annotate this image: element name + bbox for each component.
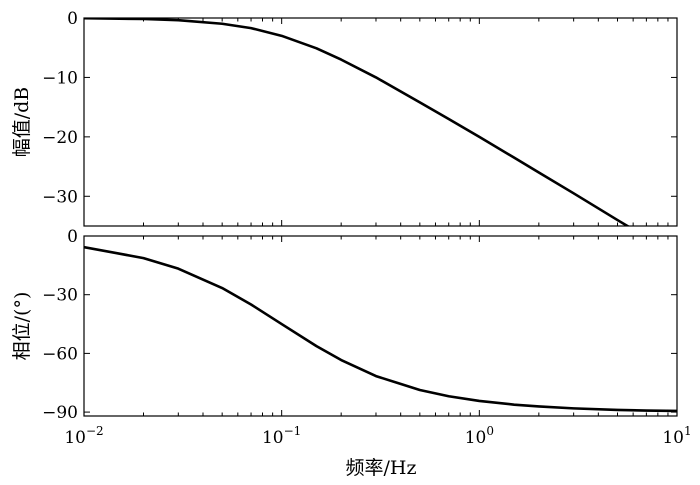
x-tick-label: 10−2 [64, 424, 103, 448]
magnitude-ytick-label: −20 [42, 128, 78, 148]
phase-ytick-label: 0 [67, 227, 78, 247]
magnitude-panel: 0 −10 −20 −30 [42, 9, 678, 227]
magnitude-ytick-label: −10 [42, 68, 78, 88]
phase-ytick-label: −90 [42, 403, 78, 423]
magnitude-frame [83, 17, 678, 227]
phase-ytick-label: −30 [42, 286, 78, 306]
magnitude-ylabel: 幅值/dB [11, 87, 33, 158]
x-tick-label: 101 [662, 424, 691, 448]
phase-curve [84, 245, 677, 413]
phase-ylabel: 相位/(°) [11, 292, 33, 361]
magnitude-curve [84, 18, 630, 226]
phase-ytick-label: −60 [42, 344, 78, 364]
frequency-xlabel: 频率/Hz [346, 457, 417, 479]
phase-frame [83, 235, 678, 417]
x-tick-label: 100 [465, 424, 494, 448]
magnitude-ytick-label: −30 [42, 187, 78, 207]
magnitude-ytick-label: 0 [67, 9, 78, 29]
x-tick-label: 10−1 [262, 424, 301, 448]
